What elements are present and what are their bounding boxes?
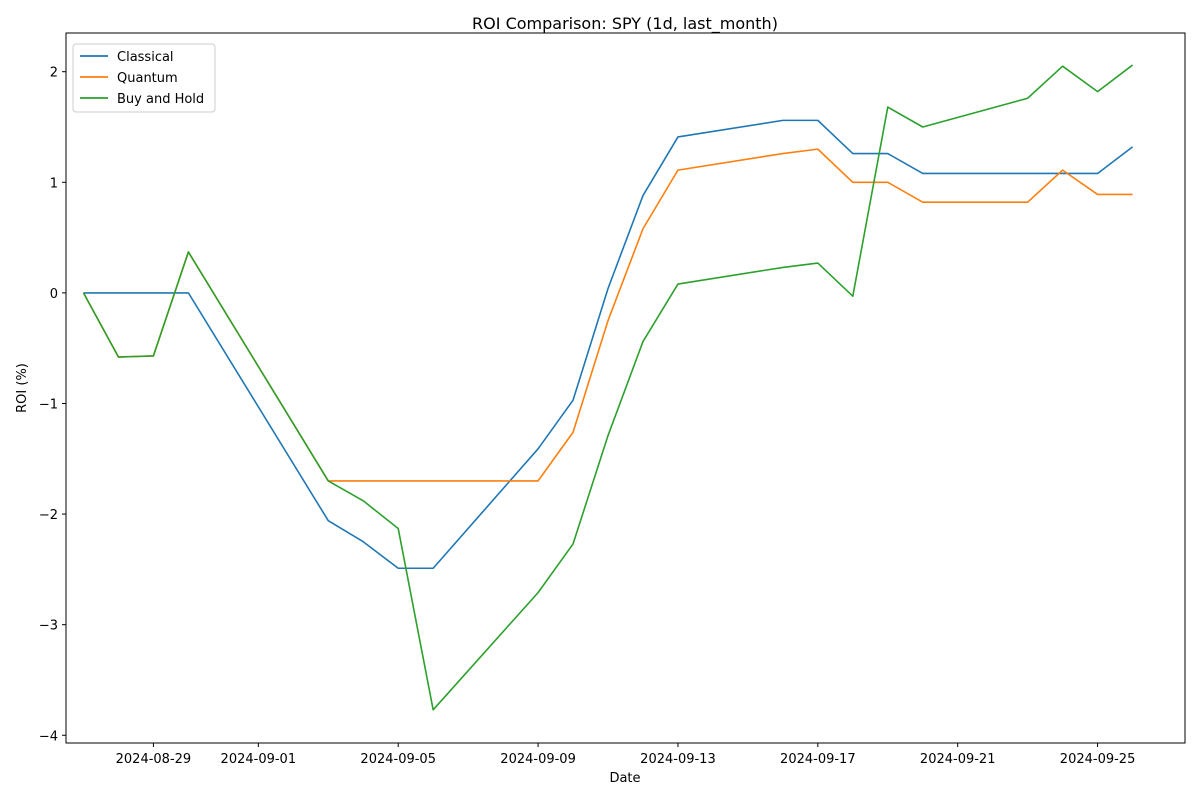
x-tick-label: 2024-09-13 xyxy=(640,752,716,767)
x-tick-label: 2024-09-01 xyxy=(221,752,297,767)
series-line-1 xyxy=(82,148,1133,482)
x-axis: 2024-08-29 2024-09-01 2024-09-05 2024-09-09… xyxy=(116,743,1136,767)
x-tick-label: 2024-08-29 xyxy=(116,752,192,767)
series-line-0 xyxy=(83,119,1134,570)
chart-title: ROI Comparison: SPY (1d, last_month) xyxy=(472,14,778,34)
legend-entry: Quantum xyxy=(117,71,178,86)
series-layer xyxy=(82,64,1134,711)
series-line-2 xyxy=(82,64,1134,711)
legend-box xyxy=(72,43,216,113)
y-tick-label: −2 xyxy=(39,508,58,523)
x-tick-label: 2024-09-21 xyxy=(920,752,996,767)
y-tick-label: −4 xyxy=(39,729,58,744)
y-axis: 2 1 0 −1 −2 −3 −4 xyxy=(39,66,66,744)
legend: Classical Quantum Buy and Hold xyxy=(72,43,216,113)
y-tick-label: 2 xyxy=(50,66,58,81)
x-tick-label: 2024-09-17 xyxy=(780,752,856,767)
x-tick-label: 2024-09-25 xyxy=(1060,752,1136,767)
y-axis-label: ROI (%) xyxy=(15,363,30,413)
legend-entry: Buy and Hold xyxy=(117,92,204,107)
y-tick-label: −1 xyxy=(39,397,58,412)
plot-area-frame xyxy=(65,32,1186,744)
legend-entry: Classical xyxy=(117,50,174,65)
y-tick-label: −3 xyxy=(39,619,58,634)
x-tick-label: 2024-09-09 xyxy=(500,752,576,767)
x-tick-label: 2024-09-05 xyxy=(360,752,436,767)
y-tick-label: 1 xyxy=(50,176,58,191)
y-tick-label: 0 xyxy=(50,287,58,302)
x-axis-label: Date xyxy=(609,771,640,786)
